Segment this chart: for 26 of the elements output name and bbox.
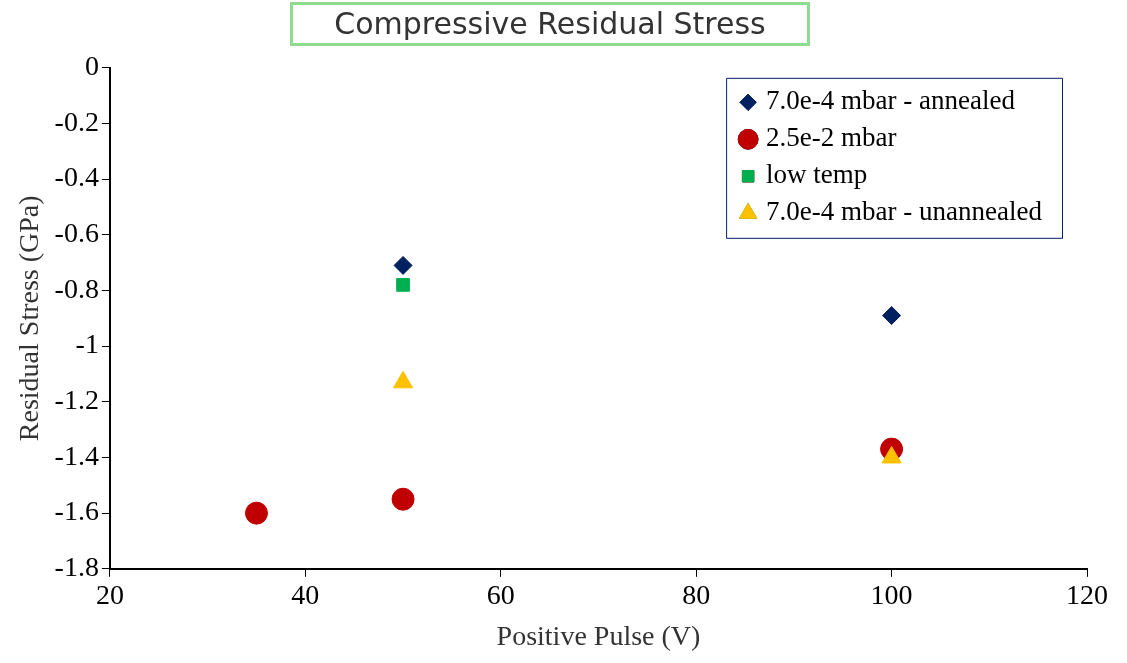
point [391, 487, 415, 511]
point [396, 278, 410, 292]
y-axis-title: Residual Stress (GPa) [13, 195, 45, 442]
legend-label: 7.0e-4 mbar - annealed [766, 85, 1016, 116]
point [393, 255, 413, 275]
y-tick-label: -0.2 [54, 105, 99, 137]
y-tick-label: -0.8 [54, 272, 99, 304]
point [244, 501, 268, 525]
x-tick-label: 80 [682, 578, 711, 610]
y-tick-label: -1 [75, 328, 99, 360]
y-tick-label: -1.4 [54, 439, 99, 471]
legend-label: 2.5e-2 mbar [766, 122, 897, 153]
legend-label: 7.0e-4 mbar - unannealed [766, 196, 1043, 227]
x-tick-label: 100 [870, 578, 913, 610]
y-tick-label: 0 [84, 50, 99, 82]
x-axis-title: Positive Pulse (V) [496, 619, 701, 651]
x-tick-label: 120 [1066, 578, 1108, 610]
y-tick-label: -0.6 [54, 217, 99, 249]
y-tick-label: -1.2 [54, 384, 99, 416]
legend-label: low temp [766, 159, 868, 190]
y-tick-label: -0.4 [54, 161, 99, 193]
y-tick-label: -1.6 [54, 495, 99, 527]
point [882, 306, 902, 326]
chart-title: Compressive Residual Stress [290, 2, 810, 46]
x-tick-label: 60 [486, 578, 515, 610]
x-tick-label: 40 [291, 578, 320, 610]
